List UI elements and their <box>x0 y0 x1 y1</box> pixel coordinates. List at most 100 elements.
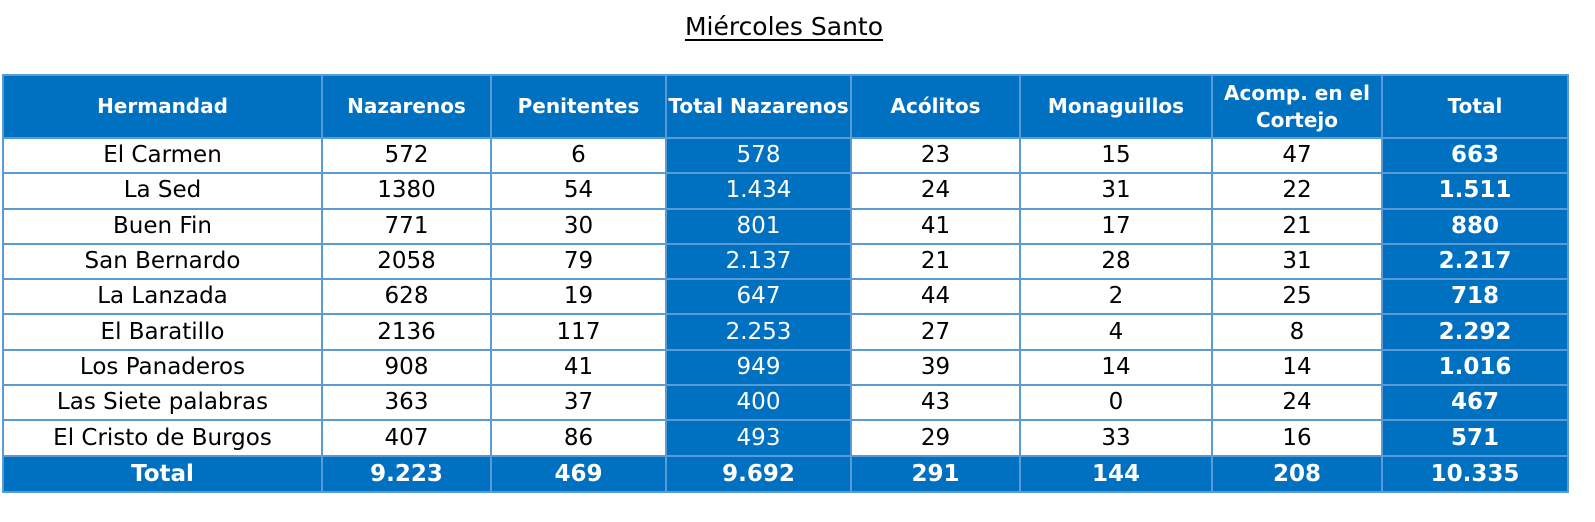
value-cell: 407 <box>321 419 492 457</box>
value-cell: 23 <box>850 136 1021 175</box>
value-cell: 663 <box>1381 136 1569 175</box>
table-row: El Cristo de Burgos 407 86 493 29 33 16 571 <box>2 419 1569 457</box>
header-row: Hermandad Nazarenos Penitentes Total Nazare… <box>2 74 1569 139</box>
totals-row: Total 9.223 469 9.692 291 144 208 10.335 <box>2 454 1569 493</box>
value-cell: 41 <box>850 207 1021 245</box>
value-cell: 880 <box>1381 207 1569 245</box>
value-cell: 25 <box>1211 278 1383 316</box>
value-cell: 2058 <box>321 242 492 281</box>
value-cell: 400 <box>665 384 852 422</box>
table-row: Buen Fin 771 30 801 41 17 21 880 <box>2 207 1569 245</box>
total-cell: 10.335 <box>1381 454 1569 493</box>
table-row: Las Siete palabras 363 37 400 43 0 24 467 <box>2 384 1569 422</box>
value-cell: 2.253 <box>665 313 852 351</box>
hermandad-cell: La Lanzada <box>2 278 323 316</box>
value-cell: 908 <box>321 348 492 387</box>
hermandad-cell: El Cristo de Burgos <box>2 419 323 457</box>
hermandad-cell: Los Panaderos <box>2 348 323 387</box>
hermandad-cell: Las Siete palabras <box>2 384 323 422</box>
value-cell: 363 <box>321 384 492 422</box>
data-table: Hermandad Nazarenos Penitentes Total Nazare… <box>2 74 1569 493</box>
value-cell: 6 <box>490 136 667 175</box>
total-cell: Total <box>2 454 323 493</box>
table-row: El Baratillo 2136 117 2.253 27 4 8 2.292 <box>2 313 1569 351</box>
value-cell: 572 <box>321 136 492 175</box>
hermandad-cell: El Carmen <box>2 136 323 175</box>
value-cell: 2.217 <box>1381 242 1569 281</box>
value-cell: 1.511 <box>1381 172 1569 210</box>
hermandad-cell: El Baratillo <box>2 313 323 351</box>
value-cell: 24 <box>1211 384 1383 422</box>
value-cell: 117 <box>490 313 667 351</box>
value-cell: 8 <box>1211 313 1383 351</box>
value-cell: 14 <box>1019 348 1213 387</box>
value-cell: 37 <box>490 384 667 422</box>
value-cell: 21 <box>850 242 1021 281</box>
value-cell: 647 <box>665 278 852 316</box>
table-row: San Bernardo 2058 79 2.137 21 28 31 2.217 <box>2 242 1569 281</box>
value-cell: 2.137 <box>665 242 852 281</box>
value-cell: 29 <box>850 419 1021 457</box>
value-cell: 30 <box>490 207 667 245</box>
column-header: Hermandad <box>2 74 323 139</box>
column-header: Total Nazarenos <box>665 74 852 139</box>
value-cell: 31 <box>1019 172 1213 210</box>
value-cell: 28 <box>1019 242 1213 281</box>
value-cell: 33 <box>1019 419 1213 457</box>
page-title: Miércoles Santo <box>684 12 884 41</box>
value-cell: 27 <box>850 313 1021 351</box>
hermandad-cell: Buen Fin <box>2 207 323 245</box>
column-header: Total <box>1381 74 1569 139</box>
table-row: La Lanzada 628 19 647 44 2 25 718 <box>2 278 1569 316</box>
total-cell: 291 <box>850 454 1021 493</box>
table-row: Los Panaderos 908 41 949 39 14 14 1.016 <box>2 348 1569 387</box>
value-cell: 39 <box>850 348 1021 387</box>
table-row: El Carmen 572 6 578 23 15 47 663 <box>2 136 1569 175</box>
column-header: Monaguillos <box>1019 74 1213 139</box>
value-cell: 17 <box>1019 207 1213 245</box>
value-cell: 16 <box>1211 419 1383 457</box>
total-cell: 208 <box>1211 454 1383 493</box>
value-cell: 493 <box>665 419 852 457</box>
value-cell: 801 <box>665 207 852 245</box>
value-cell: 571 <box>1381 419 1569 457</box>
value-cell: 86 <box>490 419 667 457</box>
total-cell: 144 <box>1019 454 1213 493</box>
column-header: Acólitos <box>850 74 1021 139</box>
value-cell: 24 <box>850 172 1021 210</box>
value-cell: 21 <box>1211 207 1383 245</box>
value-cell: 19 <box>490 278 667 316</box>
table-row: La Sed 1380 54 1.434 24 31 22 1.511 <box>2 172 1569 210</box>
value-cell: 578 <box>665 136 852 175</box>
value-cell: 47 <box>1211 136 1383 175</box>
value-cell: 54 <box>490 172 667 210</box>
value-cell: 1380 <box>321 172 492 210</box>
column-header: Penitentes <box>490 74 667 139</box>
value-cell: 43 <box>850 384 1021 422</box>
value-cell: 15 <box>1019 136 1213 175</box>
value-cell: 31 <box>1211 242 1383 281</box>
hermandad-cell: La Sed <box>2 172 323 210</box>
total-cell: 9.223 <box>321 454 492 493</box>
value-cell: 2136 <box>321 313 492 351</box>
column-header: Nazarenos <box>321 74 492 139</box>
value-cell: 79 <box>490 242 667 281</box>
value-cell: 44 <box>850 278 1021 316</box>
column-header: Acomp. en el Cortejo <box>1211 74 1383 139</box>
total-cell: 9.692 <box>665 454 852 493</box>
value-cell: 1.434 <box>665 172 852 210</box>
total-cell: 469 <box>490 454 667 493</box>
value-cell: 0 <box>1019 384 1213 422</box>
value-cell: 771 <box>321 207 492 245</box>
value-cell: 14 <box>1211 348 1383 387</box>
value-cell: 949 <box>665 348 852 387</box>
value-cell: 41 <box>490 348 667 387</box>
value-cell: 2 <box>1019 278 1213 316</box>
value-cell: 4 <box>1019 313 1213 351</box>
hermandad-cell: San Bernardo <box>2 242 323 281</box>
value-cell: 467 <box>1381 384 1569 422</box>
value-cell: 628 <box>321 278 492 316</box>
value-cell: 2.292 <box>1381 313 1569 351</box>
value-cell: 22 <box>1211 172 1383 210</box>
value-cell: 1.016 <box>1381 348 1569 387</box>
